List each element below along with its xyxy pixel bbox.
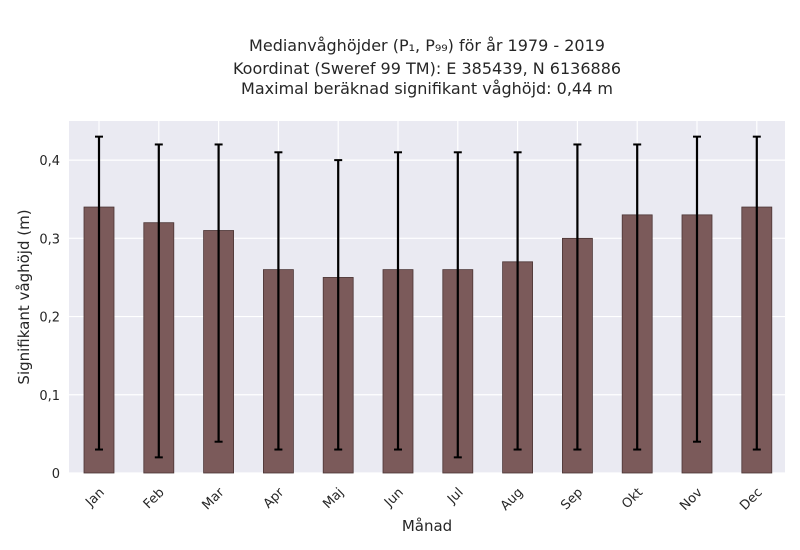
y-tick-label: 0 [52, 467, 60, 482]
x-tick-label-jun: Jun [381, 485, 407, 511]
y-axis-ticks: 0 0,1 0,2 0,3 0,4 [39, 154, 60, 482]
error-bar-okt [633, 143, 642, 451]
x-tick-label-maj: Maj [320, 485, 347, 512]
chart-title-line-1: Medianvåghöjder (P₁, P₉₉) för år 1979 - … [249, 36, 605, 55]
error-bar-jul [453, 151, 462, 459]
error-bar-mar [214, 143, 223, 443]
chart-title-line-3: Maximal beräknad signifikant våghöjd: 0,… [241, 79, 613, 98]
x-tick-label-sep: Sep [558, 485, 586, 513]
x-tick-label-mar: Mar [199, 485, 227, 513]
error-bar-dec [752, 135, 761, 451]
x-tick-label-feb: Feb [141, 485, 168, 512]
y-tick-label: 0,1 [39, 389, 60, 404]
chart-title-line-2: Koordinat (Sweref 99 TM): E 385439, N 61… [233, 59, 621, 78]
y-tick-label: 0,2 [39, 311, 60, 326]
x-axis-ticks: Jan Feb Mar Apr Maj Jun Jul Aug Sep Okt Nov Dec [82, 485, 765, 514]
x-tick-label-jul: Jul [444, 485, 466, 507]
error-bar-sep [573, 143, 582, 451]
x-tick-label-aug: Aug [498, 485, 527, 514]
error-bar-jun [394, 151, 402, 451]
x-tick-label-nov: Nov [677, 485, 706, 514]
x-axis-label: Månad [402, 517, 452, 535]
error-bar-aug [513, 151, 522, 451]
y-tick-label: 0,3 [39, 232, 60, 247]
error-bar-maj [334, 159, 343, 451]
error-bars [95, 135, 761, 459]
x-tick-label-okt: Okt [619, 485, 646, 512]
error-bar-nov [693, 135, 701, 443]
x-tick-label-dec: Dec [737, 485, 765, 513]
chart-title: Medianvåghöjder (P₁, P₉₉) för år 1979 - … [233, 36, 621, 98]
error-bar-apr [274, 151, 283, 451]
error-bar-jan [95, 135, 103, 451]
error-bar-feb [154, 143, 163, 459]
y-axis-label: Signifikant våghöjd (m) [15, 209, 33, 384]
plot-area [69, 121, 785, 473]
x-tick-label-jan: Jan [82, 485, 107, 510]
y-tick-label: 0,4 [39, 154, 60, 169]
x-tick-label-apr: Apr [261, 485, 288, 512]
